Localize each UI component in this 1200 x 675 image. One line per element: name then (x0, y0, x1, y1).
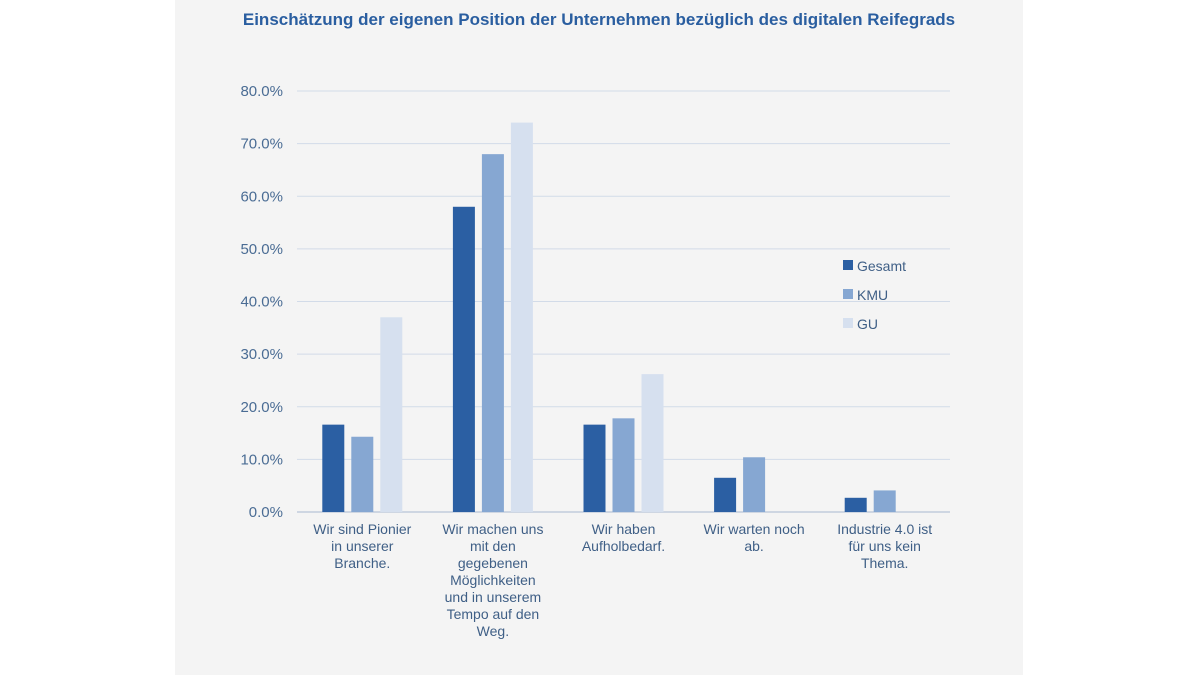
legend-label-gesamt: Gesamt (857, 258, 906, 274)
category-label: Industrie 4.0 ist für uns kein Thema. (837, 521, 932, 571)
chart-panel: Einschätzung der eigenen Position der Un… (175, 0, 1023, 675)
chart-svg: 0.0% 10.0% 20.0% 30.0% 40.0% 50.0% 60.0% 70.0% 8… (240, 83, 950, 639)
category-label-line: mit den (470, 538, 516, 554)
category-label-line: Weg. (477, 623, 509, 639)
bar-kmu (351, 436, 374, 512)
chart-title: Einschätzung der eigenen Position der Un… (242, 10, 956, 29)
bars (322, 122, 896, 512)
y-tick-label: 30.0% (240, 346, 283, 363)
category-label-line: Branche. (334, 555, 390, 571)
category-label-line: und in unserem (445, 589, 542, 605)
category-label-line: Wir machen uns (442, 521, 543, 537)
category-label-line: Industrie 4.0 ist (837, 521, 932, 537)
category-label: Wir haben Aufholbedarf. (582, 521, 665, 554)
bar-kmu (612, 418, 635, 512)
category-label-line: in unserer (331, 538, 394, 554)
bar-gu (641, 374, 664, 512)
bar-gesamt (844, 497, 867, 512)
category-label-line: Möglichkeiten (450, 572, 536, 588)
x-axis-labels: Wir sind Pionier in unserer Branche. Wir ma… (313, 521, 932, 639)
legend-swatch-kmu (843, 289, 853, 299)
y-tick-label: 70.0% (240, 136, 283, 153)
y-tick-label: 60.0% (240, 188, 283, 205)
bar-kmu (873, 490, 896, 512)
category-label: Wir warten noch ab. (704, 521, 805, 554)
y-axis-ticks: 0.0% 10.0% 20.0% 30.0% 40.0% 50.0% 60.0% 70.0% 8… (240, 83, 283, 521)
category-label: Wir sind Pionier in unserer Branche. (313, 521, 411, 571)
y-tick-label: 10.0% (240, 451, 283, 468)
bar-kmu (743, 457, 766, 512)
y-tick-label: 20.0% (240, 399, 283, 416)
category-label-line: Wir warten noch (704, 521, 805, 537)
legend-label-kmu: KMU (857, 287, 888, 303)
y-tick-label: 0.0% (249, 504, 283, 521)
category-label: Wir machen uns mit den gegebenen Möglichkei… (442, 521, 543, 639)
bar-gesamt (714, 477, 737, 512)
category-label-line: Wir haben (592, 521, 656, 537)
category-label-line: für uns kein (849, 538, 921, 554)
y-tick-label: 40.0% (240, 294, 283, 311)
category-label-line: Thema. (861, 555, 908, 571)
bar-gesamt (452, 206, 475, 512)
bar-gu (510, 122, 533, 512)
bar-gu (380, 317, 403, 512)
legend: Gesamt KMU GU (843, 258, 906, 332)
legend-swatch-gu (843, 318, 853, 328)
bar-gesamt (322, 424, 345, 512)
category-label-line: Wir sind Pionier (313, 521, 411, 537)
y-tick-label: 80.0% (240, 83, 283, 100)
bar-kmu (481, 154, 504, 512)
y-tick-label: 50.0% (240, 241, 283, 258)
category-label-line: Tempo auf den (447, 606, 540, 622)
legend-swatch-gesamt (843, 260, 853, 270)
category-label-line: Aufholbedarf. (582, 538, 665, 554)
category-label-line: ab. (744, 538, 763, 554)
legend-label-gu: GU (857, 316, 878, 332)
category-label-line: gegebenen (458, 555, 528, 571)
bar-gesamt (583, 424, 606, 512)
